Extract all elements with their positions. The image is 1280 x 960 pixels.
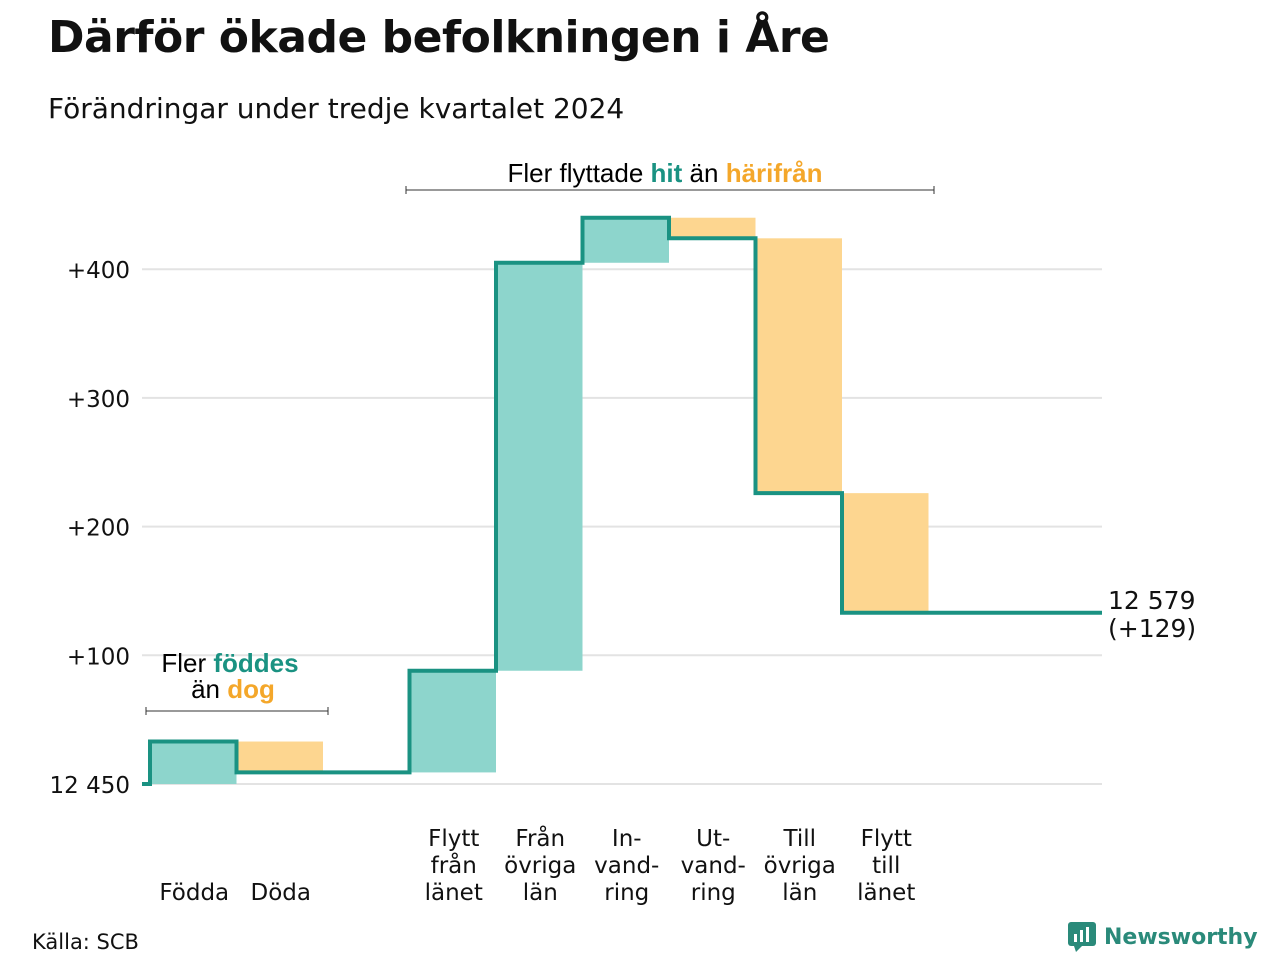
increase-bar — [582, 217, 669, 263]
x-tick-label: länet — [425, 880, 483, 906]
x-tick-label: Till — [782, 826, 816, 852]
migration-annotation: Fler flyttade hit än härifrån — [507, 158, 822, 188]
annotations: Fler föddes än dog Fler flyttade hit än … — [145, 158, 935, 715]
y-tick-label: +200 — [67, 516, 130, 542]
x-tick-label: Från — [515, 824, 565, 852]
y-tick-label: +100 — [67, 644, 130, 670]
increase-bar — [496, 262, 583, 671]
x-tick-label: vand- — [594, 853, 659, 879]
decrease-bar — [669, 217, 756, 239]
x-tick-label: In- — [612, 826, 642, 852]
brand-name: Newsworthy — [1104, 924, 1258, 950]
y-tick-label: 12 450 — [50, 773, 130, 799]
x-tick-label: från — [431, 851, 477, 879]
y-tick-label: +400 — [67, 258, 130, 284]
decrease-bar — [842, 493, 929, 613]
decrease-bar — [755, 238, 842, 494]
x-tick-label: övriga — [504, 853, 576, 879]
newsworthy-logo-icon — [1068, 922, 1096, 952]
x-axis-labels: Födda DödaFlyttfrånlänetFrånövrigalänIn-v… — [159, 824, 915, 906]
births-annotation-line1: Fler föddes — [161, 648, 298, 678]
increase-bar — [409, 670, 496, 773]
decrease-bar — [236, 741, 323, 773]
x-tick-label: vand- — [681, 853, 746, 879]
y-axis-labels: 12 450 +100 +200 +300 +400 — [50, 258, 130, 799]
gridlines — [142, 268, 1102, 785]
x-tick-label: Döda — [251, 880, 311, 906]
x-tick-label: länet — [857, 880, 915, 906]
x-tick-label: ring — [691, 880, 736, 906]
x-tick-label: län — [523, 880, 558, 906]
chart-title: Därför ökade befolkningen i Åre — [48, 12, 830, 63]
x-tick-label: ring — [604, 880, 649, 906]
step-line-group — [142, 215, 1102, 786]
births-bracket — [145, 707, 329, 715]
end-value-label: 12 579(+129) — [1108, 586, 1196, 643]
step-line — [142, 215, 1102, 786]
x-tick-label: Ut- — [696, 826, 730, 852]
increase-bar — [150, 741, 237, 784]
x-tick-label: till — [872, 853, 900, 879]
migration-bracket — [405, 186, 935, 194]
births-annotation-line2: än dog — [191, 674, 275, 704]
chart-subtitle: Förändringar under tredje kvartalet 2024 — [48, 92, 625, 125]
x-tick-label: Födda — [159, 880, 229, 906]
source-note: Källa: SCB — [32, 930, 139, 954]
x-tick-label: Flytt — [861, 826, 912, 852]
end-label-line: 12 579 — [1108, 586, 1195, 615]
end-label-line: (+129) — [1108, 614, 1196, 643]
x-tick-label: län — [782, 880, 817, 906]
brand[interactable]: Newsworthy — [1068, 922, 1258, 952]
bars — [150, 217, 929, 784]
y-tick-label: +300 — [67, 387, 130, 413]
x-tick-label: övriga — [764, 853, 836, 879]
x-tick-label: Flytt — [428, 826, 479, 852]
